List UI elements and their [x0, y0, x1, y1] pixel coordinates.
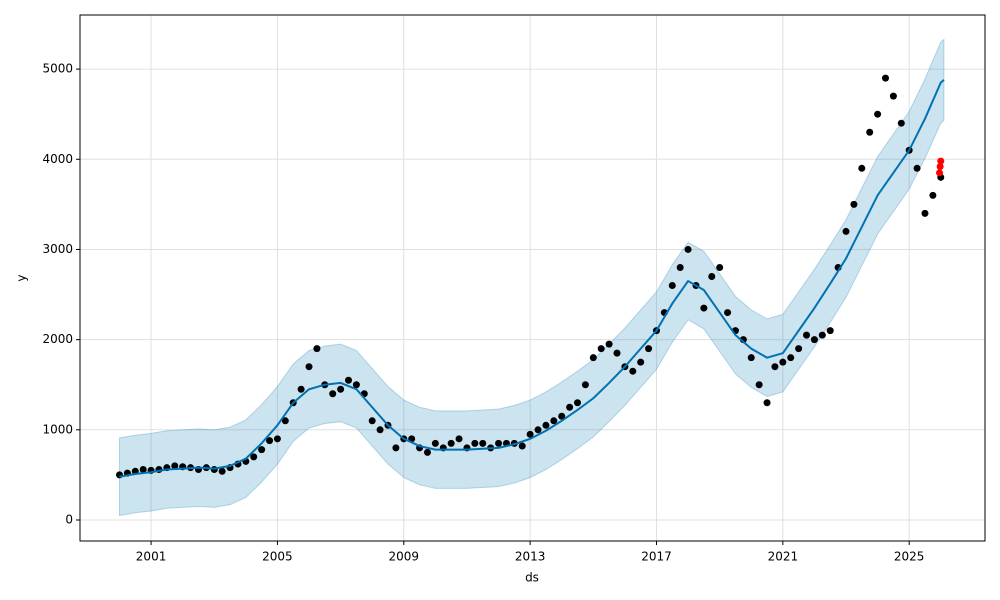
uncertainty-band: [118, 38, 945, 517]
observed-point: [376, 426, 384, 434]
observed-point: [139, 465, 147, 473]
observed-point: [810, 336, 818, 344]
observed-point: [795, 345, 803, 353]
observed-point: [724, 309, 732, 317]
observed-point: [534, 426, 542, 434]
observed-point: [589, 354, 597, 362]
forecast-line: [119, 79, 945, 478]
observed-point: [305, 363, 313, 371]
observed-point: [897, 119, 905, 127]
observed-point: [518, 442, 526, 450]
observed-point: [218, 467, 226, 475]
observed-point: [352, 381, 360, 389]
observed-point: [818, 331, 826, 339]
observed-point: [597, 345, 605, 353]
observed-point: [581, 381, 589, 389]
observed-point: [668, 282, 676, 290]
observed-point: [676, 263, 684, 271]
observed-point: [281, 417, 289, 425]
new-point: [937, 157, 945, 165]
observed-point: [455, 435, 463, 443]
observed-point: [297, 385, 305, 393]
observed-point: [266, 437, 274, 445]
observed-point: [431, 439, 439, 447]
observed-point: [637, 358, 645, 366]
new-point: [936, 162, 944, 170]
observed-point: [889, 92, 897, 100]
observed-point: [447, 439, 455, 447]
observed-point: [495, 439, 503, 447]
observed-point: [329, 390, 337, 398]
observed-point: [755, 381, 763, 389]
observed-point: [826, 327, 834, 335]
observed-point: [929, 191, 937, 199]
observed-point: [771, 363, 779, 371]
observed-point: [605, 340, 613, 348]
y-tick-label: 4000: [42, 152, 73, 166]
observed-point: [716, 263, 724, 271]
x-tick-label: 2005: [262, 550, 293, 564]
x-axis-label: ds: [525, 571, 539, 585]
observed-point: [921, 209, 929, 217]
observed-point: [313, 345, 321, 353]
x-tick-label: 2025: [894, 550, 925, 564]
observed-point: [629, 367, 637, 375]
observed-point: [747, 354, 755, 362]
observed-point: [708, 273, 716, 281]
observed-point: [566, 403, 574, 411]
observed-point: [392, 444, 400, 452]
observed-point: [645, 345, 653, 353]
observed-point: [858, 164, 866, 172]
observed-point: [526, 430, 534, 438]
x-tick-label: 2017: [641, 550, 672, 564]
observed-point: [866, 128, 874, 136]
observed-point: [779, 358, 787, 366]
observed-point: [550, 417, 558, 425]
observed-point: [803, 331, 811, 339]
observed-point: [881, 74, 889, 82]
observed-point: [337, 385, 345, 393]
observed-point: [471, 439, 479, 447]
y-tick-label: 3000: [42, 242, 73, 256]
observed-point: [558, 412, 566, 420]
x-tick-label: 2001: [136, 550, 167, 564]
y-tick-label: 1000: [42, 422, 73, 436]
x-tick-label: 2021: [768, 550, 799, 564]
observed-point: [171, 462, 179, 470]
observed-point: [423, 448, 431, 456]
x-tick-label: 2009: [389, 550, 420, 564]
y-tick-label: 0: [65, 512, 73, 526]
observed-point: [874, 110, 882, 118]
observed-point: [787, 354, 795, 362]
observed-point: [574, 399, 582, 407]
observed-point: [763, 399, 771, 407]
observed-point: [850, 200, 858, 208]
observed-point: [913, 164, 921, 172]
observed-point: [842, 227, 850, 235]
observed-point: [700, 304, 708, 312]
observed-point: [258, 446, 266, 454]
x-tick-label: 2013: [515, 550, 546, 564]
observed-point: [344, 376, 352, 384]
observed-point: [250, 453, 258, 461]
observed-point: [368, 417, 376, 425]
observed-point: [273, 435, 281, 443]
y-axis-label: y: [15, 274, 29, 281]
observed-point: [684, 245, 692, 253]
y-tick-label: 5000: [42, 62, 73, 76]
observed-point: [479, 439, 487, 447]
observed-point: [115, 471, 123, 479]
observed-point: [542, 421, 550, 429]
new-point: [936, 169, 944, 177]
y-tick-label: 2000: [42, 332, 73, 346]
plot-frame: [79, 14, 986, 542]
observed-point: [613, 349, 621, 357]
